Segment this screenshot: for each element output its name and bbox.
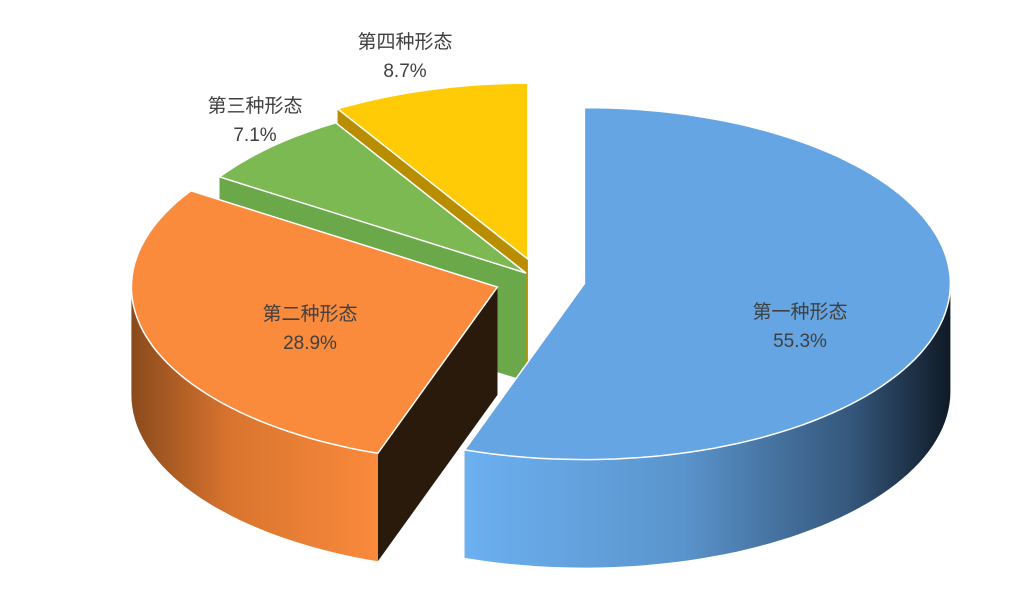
slice-category-label: 第四种形态 <box>357 31 452 53</box>
slice-category-label: 第二种形态 <box>262 303 357 325</box>
slice-value-label: 28.9% <box>283 333 337 354</box>
slice <box>463 106 952 461</box>
slice <box>335 82 529 261</box>
slice-category-label: 第一种形态 <box>752 301 847 323</box>
slice-category-label: 第三种形态 <box>207 95 302 117</box>
slice-outer-side <box>464 283 951 568</box>
slice-outer-side <box>131 287 378 562</box>
slice <box>130 189 499 455</box>
slice-value-label: 55.3% <box>773 331 827 352</box>
slice-value-label: 8.7% <box>383 61 426 82</box>
slice-value-label: 7.1% <box>233 125 276 146</box>
slice <box>217 121 527 274</box>
